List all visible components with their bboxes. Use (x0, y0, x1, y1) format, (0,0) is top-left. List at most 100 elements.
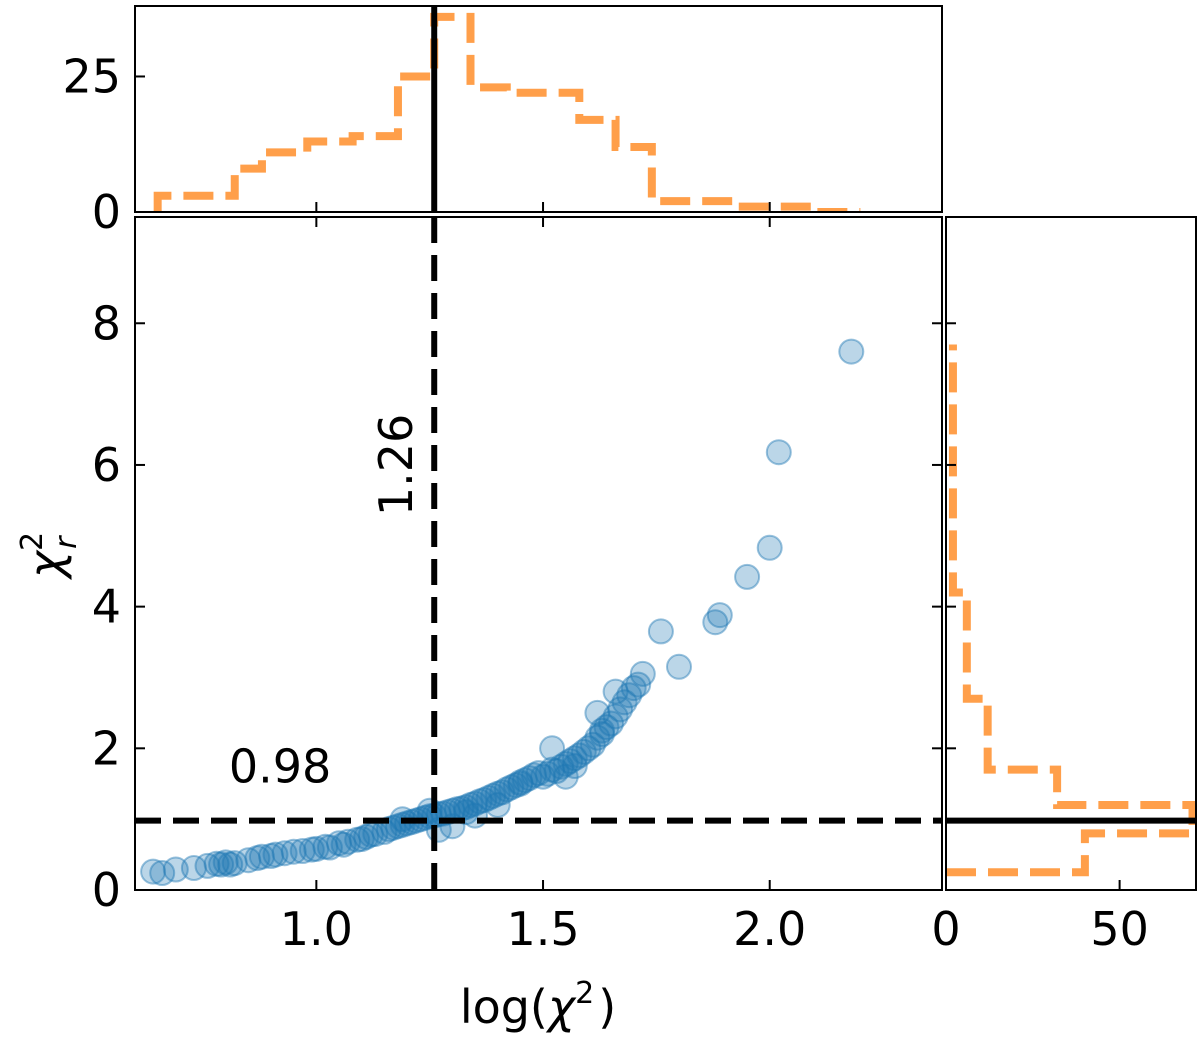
scatter-point (552, 763, 579, 790)
scatter-point (353, 823, 380, 850)
scatter-point (262, 841, 289, 868)
scatter-points (140, 338, 865, 886)
scatter-point (534, 760, 561, 787)
scatter-point (616, 682, 643, 709)
y-tick-label: 0 (92, 863, 121, 917)
scatter-point (312, 833, 339, 860)
scatter-point (217, 851, 244, 878)
scatter-point (471, 787, 498, 813)
main-scatter-panel: 1.26 0.98 1.0 1.5 2.0 0 2 4 6 8 log(χ2) χ2r (15, 216, 943, 1034)
scatter-point (180, 855, 207, 881)
scatter-point (647, 618, 674, 645)
main-y-ticks: 0 2 4 6 8 (92, 296, 942, 917)
x-axis-label: log(χ2) (460, 976, 616, 1034)
scatter-point (280, 838, 307, 865)
scatter-point (258, 843, 284, 869)
scatter-point (462, 802, 488, 829)
scatter-point (543, 758, 570, 784)
top-histogram-panel: 0 25 (62, 5, 943, 239)
scatter-point (756, 534, 783, 561)
x-tick-label: 2.0 (733, 902, 806, 956)
scatter-point (589, 717, 615, 744)
scatter-point (475, 784, 502, 811)
right-panel-frame (945, 216, 1197, 891)
scatter-point (140, 858, 167, 885)
scatter-point (462, 790, 488, 817)
right-histogram-panel: 0 50 (931, 216, 1197, 956)
scatter-point (607, 696, 634, 723)
scatter-point (511, 767, 538, 794)
scatter-point (502, 772, 529, 799)
scatter-point (507, 769, 534, 796)
scatter-point (552, 750, 579, 777)
scatter-point (625, 671, 652, 698)
scatter-point (584, 724, 611, 751)
scatter-point (570, 738, 597, 765)
scatter-point (498, 774, 525, 801)
scatter-point (557, 748, 584, 775)
scatter-point (548, 753, 575, 780)
scatter-point (326, 830, 352, 857)
scatter-point (539, 756, 566, 783)
scatter-point (489, 779, 516, 806)
scatter-point (248, 843, 275, 870)
scatter-point (598, 710, 624, 737)
top-histogram-step (153, 12, 861, 212)
y-tick-label: 8 (92, 296, 121, 350)
scatter-point (457, 792, 484, 818)
right-x-tick-label: 50 (1090, 902, 1149, 956)
scatter-point (244, 845, 271, 872)
scatter-point (493, 776, 520, 803)
scatter-point (602, 703, 629, 730)
scatter-point (453, 794, 479, 821)
scatter-point (521, 762, 547, 789)
scatter-point (344, 826, 371, 853)
scatter-point (734, 563, 761, 590)
hline-annotation: 0.98 (229, 740, 331, 794)
scatter-point (702, 609, 729, 636)
x-tick-label: 1.0 (280, 902, 353, 956)
scatter-point (666, 653, 692, 680)
scatter-point (530, 763, 556, 790)
y-axis-label: χ2r (15, 532, 84, 581)
top-y-tick-label: 25 (62, 49, 121, 103)
scatter-point (221, 850, 248, 877)
top-y-tick-label: 0 (92, 185, 121, 239)
scatter-point (629, 660, 656, 687)
scatter-point (149, 860, 176, 886)
right-y-ticks (946, 322, 956, 891)
scatter-point (507, 770, 534, 797)
scatter-point (584, 699, 611, 726)
scatter-point (162, 856, 189, 883)
scatter-point (348, 826, 375, 852)
scatter-point (235, 847, 262, 874)
scatter-point (620, 675, 647, 702)
scatter-point (208, 851, 235, 878)
scatter-point (589, 721, 615, 748)
scatter-point (539, 735, 566, 762)
right-x-ticks: 0 50 (931, 880, 1149, 956)
top-x-ticks (315, 202, 771, 212)
scatter-point (561, 745, 588, 772)
scatter-point (316, 834, 343, 861)
x-tick-label: 1.5 (506, 902, 579, 956)
scatter-point (525, 760, 552, 787)
scatter-point (335, 828, 362, 855)
scatter-point (194, 852, 221, 879)
scatter-point (838, 338, 865, 365)
top-y-ticks: 0 25 (62, 49, 145, 239)
scatter-point (484, 792, 511, 818)
scatter-point (566, 742, 593, 769)
scatter-point (271, 840, 298, 867)
y-tick-label: 2 (92, 721, 121, 775)
right-x-tick-label: 0 (931, 902, 960, 956)
scatter-point (765, 439, 792, 466)
scatter-point (212, 849, 239, 876)
vline-annotation: 1.26 (369, 414, 423, 516)
scatter-point (706, 602, 733, 629)
scatter-point (561, 753, 588, 779)
scatter-point (593, 714, 620, 741)
scatter-point (579, 731, 606, 758)
scatter-point (203, 850, 230, 877)
